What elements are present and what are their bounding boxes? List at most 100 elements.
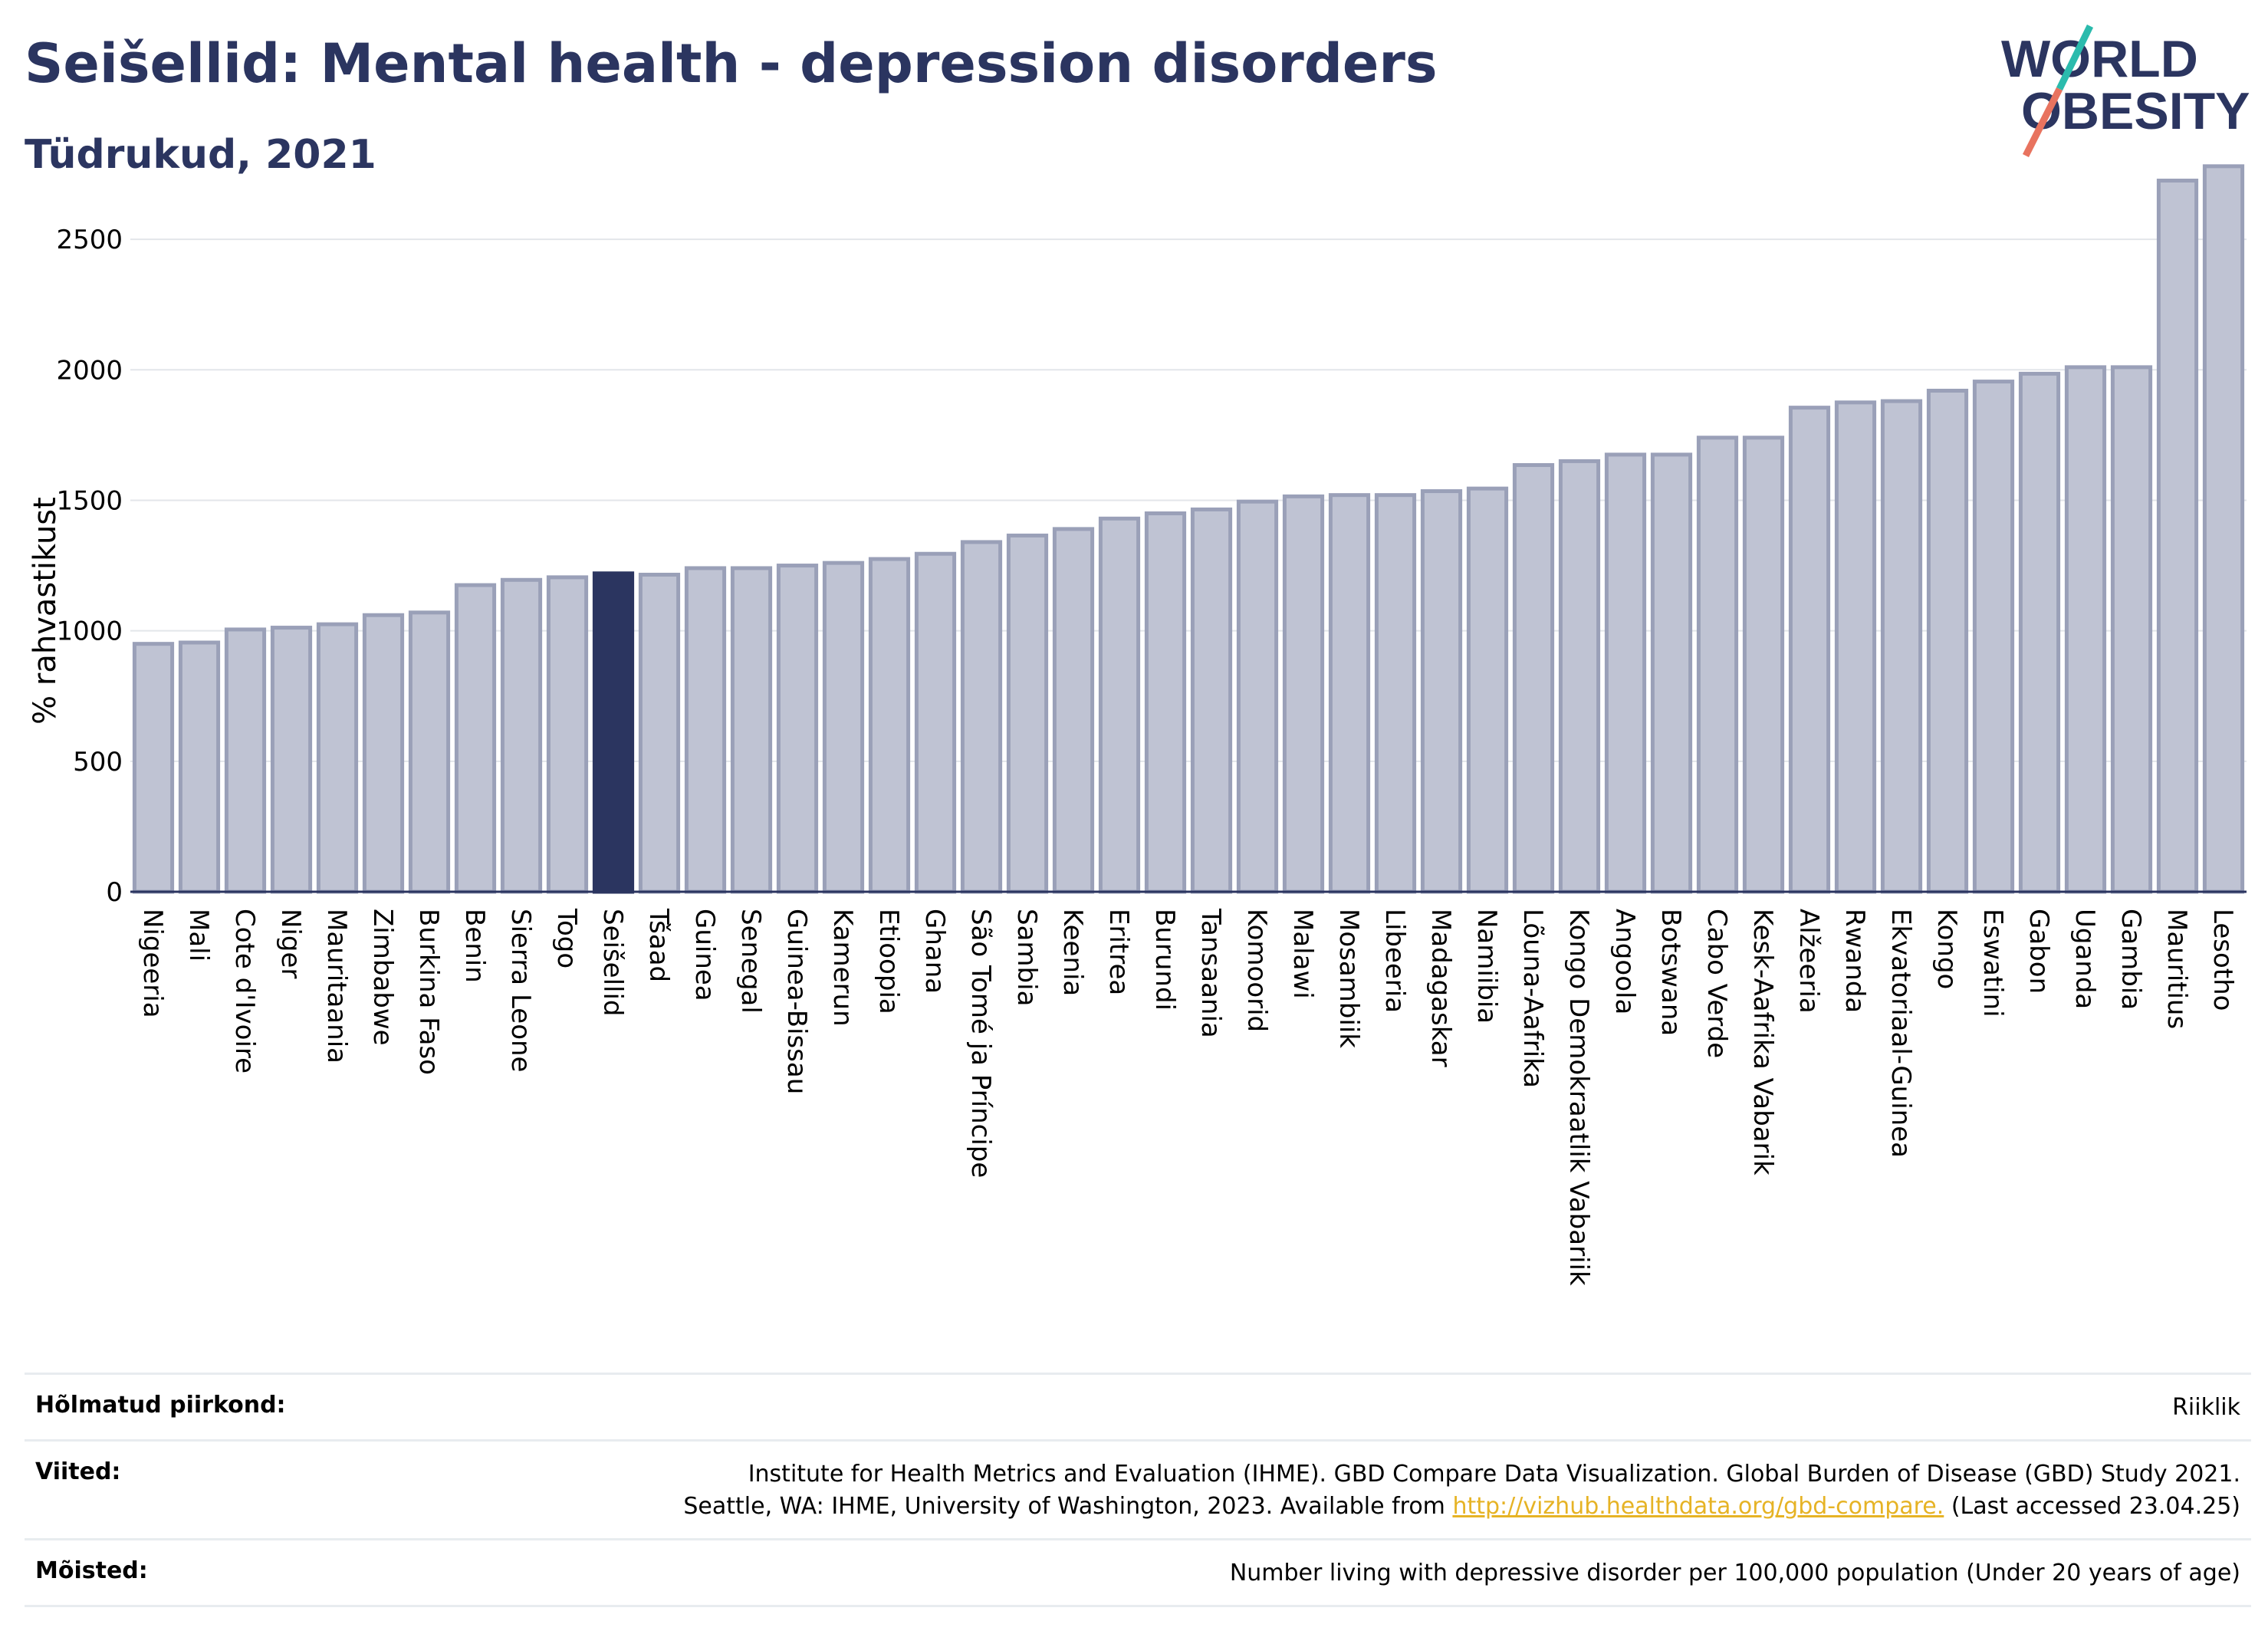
x-tick-label: Burkina Faso (413, 909, 444, 1075)
y-axis-label: % rahvastikust (28, 497, 63, 725)
chart-subtitle: Tüdrukud, 2021 (25, 132, 376, 178)
bar (1282, 494, 1325, 894)
bar (822, 561, 865, 894)
bar (776, 564, 819, 894)
bar (1190, 507, 1233, 894)
logo-line1: WORLD (2001, 30, 2198, 88)
x-tick-label: Niger (275, 909, 306, 978)
logo-slash-teal-icon (2056, 25, 2094, 90)
y-axis-ticks: 0 500 1000 1500 2000 2500 (56, 225, 123, 908)
x-tick-label: Togo (551, 908, 582, 968)
bar (1512, 463, 1555, 894)
bar (2156, 179, 2199, 894)
references-key: Viited: (35, 1458, 121, 1485)
x-tick-label: Lõuna-Aafrika (1517, 909, 1548, 1088)
x-tick-label: Komoorid (1241, 909, 1272, 1032)
y-tick-label: 1500 (56, 485, 123, 516)
x-tick-label: Sierra Leone (505, 909, 536, 1072)
x-tick-label: Tansaania (1195, 908, 1226, 1038)
bar (2018, 371, 2061, 894)
y-tick-label: 2000 (56, 355, 123, 386)
bar (1374, 493, 1417, 894)
footer-row-definitions: Mõisted: Number living with depressive d… (25, 1538, 2251, 1607)
bar (1696, 436, 1739, 894)
x-tick-label: Lesotho (2207, 909, 2238, 1011)
x-tick-label: Malawi (1287, 909, 1318, 999)
x-tick-label: Eritrea (1103, 909, 1134, 995)
bar (1650, 452, 1693, 894)
x-tick-label: Benin (459, 909, 490, 983)
x-axis-labels: Nigeeria Mali Cote d'Ivoire Niger Mauritaani… (137, 908, 2238, 1286)
definitions-value: Number living with depressive disorder p… (1229, 1560, 2240, 1586)
reference-line2-post: (Last accessed 23.04.25) (1944, 1493, 2240, 1520)
bar (1006, 533, 1049, 894)
bar (132, 642, 175, 894)
y-tick-label: 1000 (56, 616, 123, 647)
chart-title: Seišellid: Mental health - depression di… (25, 32, 1438, 95)
x-tick-label: Madagaskar (1425, 909, 1456, 1067)
bar (2064, 365, 2107, 894)
bar (1742, 436, 1785, 894)
bar (362, 613, 405, 894)
bar (592, 571, 635, 894)
bar (684, 566, 727, 894)
x-tick-label: Burundi (1149, 909, 1180, 1011)
bar (1880, 399, 1923, 894)
bar (960, 540, 1003, 894)
y-tick-label: 0 (106, 877, 123, 908)
x-tick-label: Eswatini (1977, 909, 2008, 1018)
x-tick-label: Kesk-Aafrika Vabarik (1747, 909, 1778, 1175)
references-value: Institute for Health Metrics and Evaluat… (683, 1458, 2240, 1523)
x-tick-label: Mosambiik (1333, 909, 1364, 1048)
bar (638, 572, 681, 894)
bar (1144, 511, 1187, 894)
bar (1098, 516, 1141, 894)
x-tick-label: Botswana (1655, 909, 1686, 1036)
bar (408, 610, 451, 894)
reference-line2-pre: Seattle, WA: IHME, University of Washing… (683, 1493, 1453, 1520)
x-tick-label: Kongo Demokraatlik Vabariik (1563, 909, 1594, 1286)
x-tick-label: Mali (183, 909, 214, 962)
bar (224, 627, 267, 894)
bar (1420, 489, 1463, 894)
x-tick-label: Rwanda (1839, 909, 1870, 1013)
x-tick-label: Etioopia (873, 909, 904, 1014)
x-tick-label: Ekvatoriaal-Guinea (1885, 909, 1916, 1158)
bar (1052, 527, 1095, 894)
x-tick-label: Zimbabwe (367, 909, 398, 1046)
bar (914, 551, 957, 894)
x-tick-label: Cabo Verde (1701, 909, 1732, 1058)
x-tick-label: Kamerun (827, 909, 858, 1027)
footer-info: Hõlmatud piirkond: Riiklik Viited: Insti… (25, 1373, 2251, 1607)
footer-row-references: Viited: Institute for Health Metrics and… (25, 1439, 2251, 1538)
bar (730, 566, 773, 894)
x-tick-label: Guinea-Bissau (781, 909, 812, 1094)
bar (178, 640, 221, 894)
bar (270, 626, 313, 894)
x-tick-label: Keenia (1057, 909, 1088, 996)
y-tick-label: 500 (73, 747, 123, 778)
coverage-key: Hõlmatud piirkond: (35, 1392, 286, 1419)
x-tick-label: Sambia (1011, 909, 1042, 1006)
bar (1558, 459, 1601, 894)
bar (454, 583, 497, 894)
x-tick-label: Nigeeria (137, 909, 168, 1018)
bar (868, 557, 911, 894)
reference-link[interactable]: http://vizhub.healthdata.org/gbd-compare… (1452, 1493, 1944, 1520)
bar (316, 622, 359, 894)
bar (1972, 380, 2015, 894)
bars (132, 164, 2245, 894)
x-tick-label: Cote d'Ivoire (229, 909, 260, 1073)
bar (546, 575, 589, 894)
bar (1604, 452, 1647, 894)
bar (2110, 365, 2153, 894)
x-tick-label: Mauritius (2161, 909, 2192, 1029)
x-tick-label: Namiibia (1471, 909, 1502, 1024)
x-tick-label: Gambia (2115, 909, 2146, 1010)
bar (2202, 164, 2245, 894)
x-tick-label: Tšaad (643, 908, 674, 982)
logo-slash-red-icon (2022, 87, 2063, 158)
x-tick-label: Kongo (1931, 909, 1962, 989)
x-tick-label: Seišellid (597, 909, 628, 1017)
definitions-key: Mõisted: (35, 1557, 148, 1584)
